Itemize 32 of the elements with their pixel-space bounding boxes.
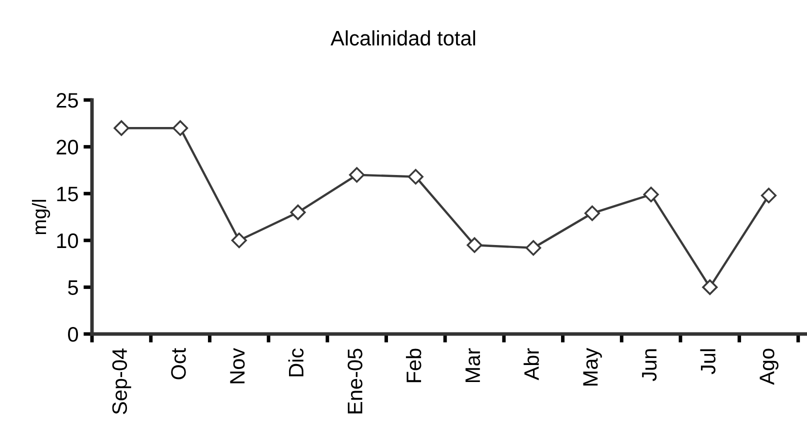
point [702, 279, 718, 295]
x-tick-label: Jul [700, 349, 716, 374]
point [114, 120, 130, 136]
point [172, 120, 188, 136]
chart-title: Alcalinidad total [330, 30, 476, 46]
x-tick-label: May [583, 348, 602, 386]
x-tick-label: Ago [760, 348, 778, 385]
x-tick-label: Abr [524, 348, 539, 380]
y-tick-label: 15 [57, 186, 78, 202]
x-tick-label: Dic [288, 348, 304, 376]
point [760, 188, 777, 204]
point [290, 204, 306, 220]
y-tick-label: 10 [57, 233, 78, 248]
y-tick-label: 5 [68, 280, 78, 295]
y-axis-title: mg/l [32, 200, 50, 234]
x-tick-label: Jun [642, 349, 657, 382]
x-tick-label: Ene-05 [348, 348, 362, 414]
point [349, 167, 365, 183]
x-tick-label: Feb [406, 348, 422, 382]
point [643, 186, 659, 202]
point [584, 205, 600, 222]
x-tick-label: Sep-04 [112, 348, 132, 414]
x-tick-label: Mar [466, 348, 480, 382]
y-tick-label: 0 [68, 327, 78, 342]
point [466, 237, 482, 253]
y-tick-label: 20 [56, 140, 78, 155]
point [231, 232, 247, 248]
point [526, 240, 542, 256]
x-tick-label: Nov [230, 348, 245, 384]
y-tick-label: 25 [56, 93, 78, 108]
point [408, 168, 424, 185]
x-tick-label: Oct [171, 348, 186, 380]
